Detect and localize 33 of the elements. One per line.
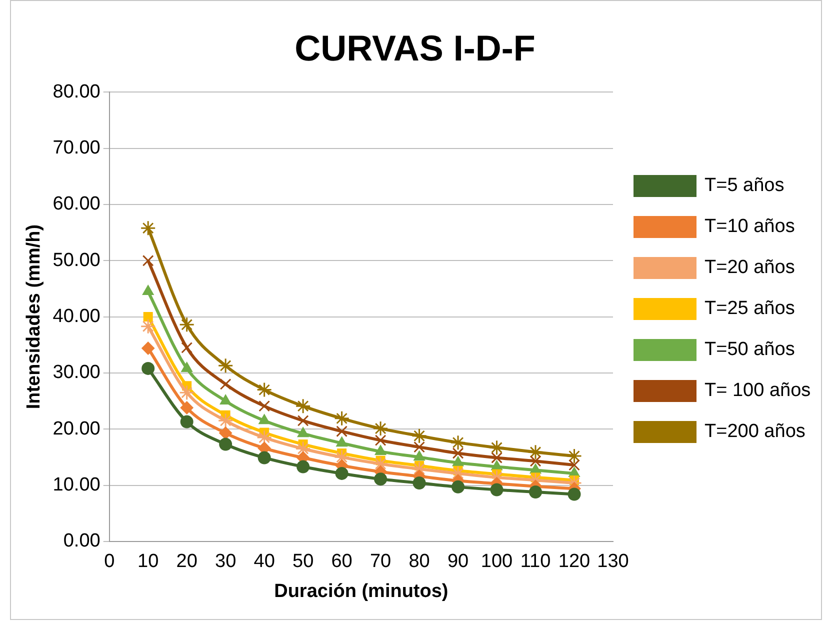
x-tick-label: 60 [331, 551, 352, 572]
x-tick-label: 130 [597, 551, 629, 572]
y-tick-label: 0.00 [63, 530, 100, 552]
x-axis-title: Duración (minutos) [274, 580, 448, 602]
y-tick-label: 10.00 [52, 474, 100, 496]
x-tick-label: 20 [176, 551, 198, 572]
x-tick-label: 50 [292, 551, 314, 572]
y-tick-label: 20.00 [52, 418, 100, 440]
x-tick-label: 10 [138, 551, 159, 572]
legend-label: T=20 años [704, 257, 795, 278]
y-tick-label: 80.00 [52, 81, 100, 102]
x-tick-label: 80 [408, 551, 430, 572]
legend-label: T= 100 años [704, 380, 811, 402]
chart-title: CURVAS I-D-F [294, 28, 536, 69]
legend-label: T=5 años [704, 175, 784, 196]
x-tick-label: 90 [447, 551, 469, 572]
y-tick-label: 40.00 [52, 306, 100, 328]
y-tick-label: 70.00 [52, 138, 100, 159]
legend-label: T=200 años [704, 421, 806, 442]
y-tick-label: 50.00 [52, 250, 100, 271]
y-tick-label: 60.00 [52, 194, 100, 215]
x-tick-label: 30 [215, 551, 236, 572]
x-tick-label: 0 [104, 551, 115, 572]
legend-label: T=50 años [704, 339, 795, 360]
y-axis-title: Intensidades (mm/h) [24, 224, 45, 410]
legend-label: T=10 años [704, 216, 795, 238]
x-tick-label: 120 [558, 551, 590, 572]
x-tick-label: 100 [480, 551, 513, 572]
x-tick-label: 70 [370, 551, 392, 572]
legend-label: T=25 años [704, 298, 795, 320]
x-tick-label: 40 [254, 551, 275, 572]
x-tick-label: 110 [520, 551, 551, 572]
y-tick-label: 30.00 [52, 362, 100, 384]
